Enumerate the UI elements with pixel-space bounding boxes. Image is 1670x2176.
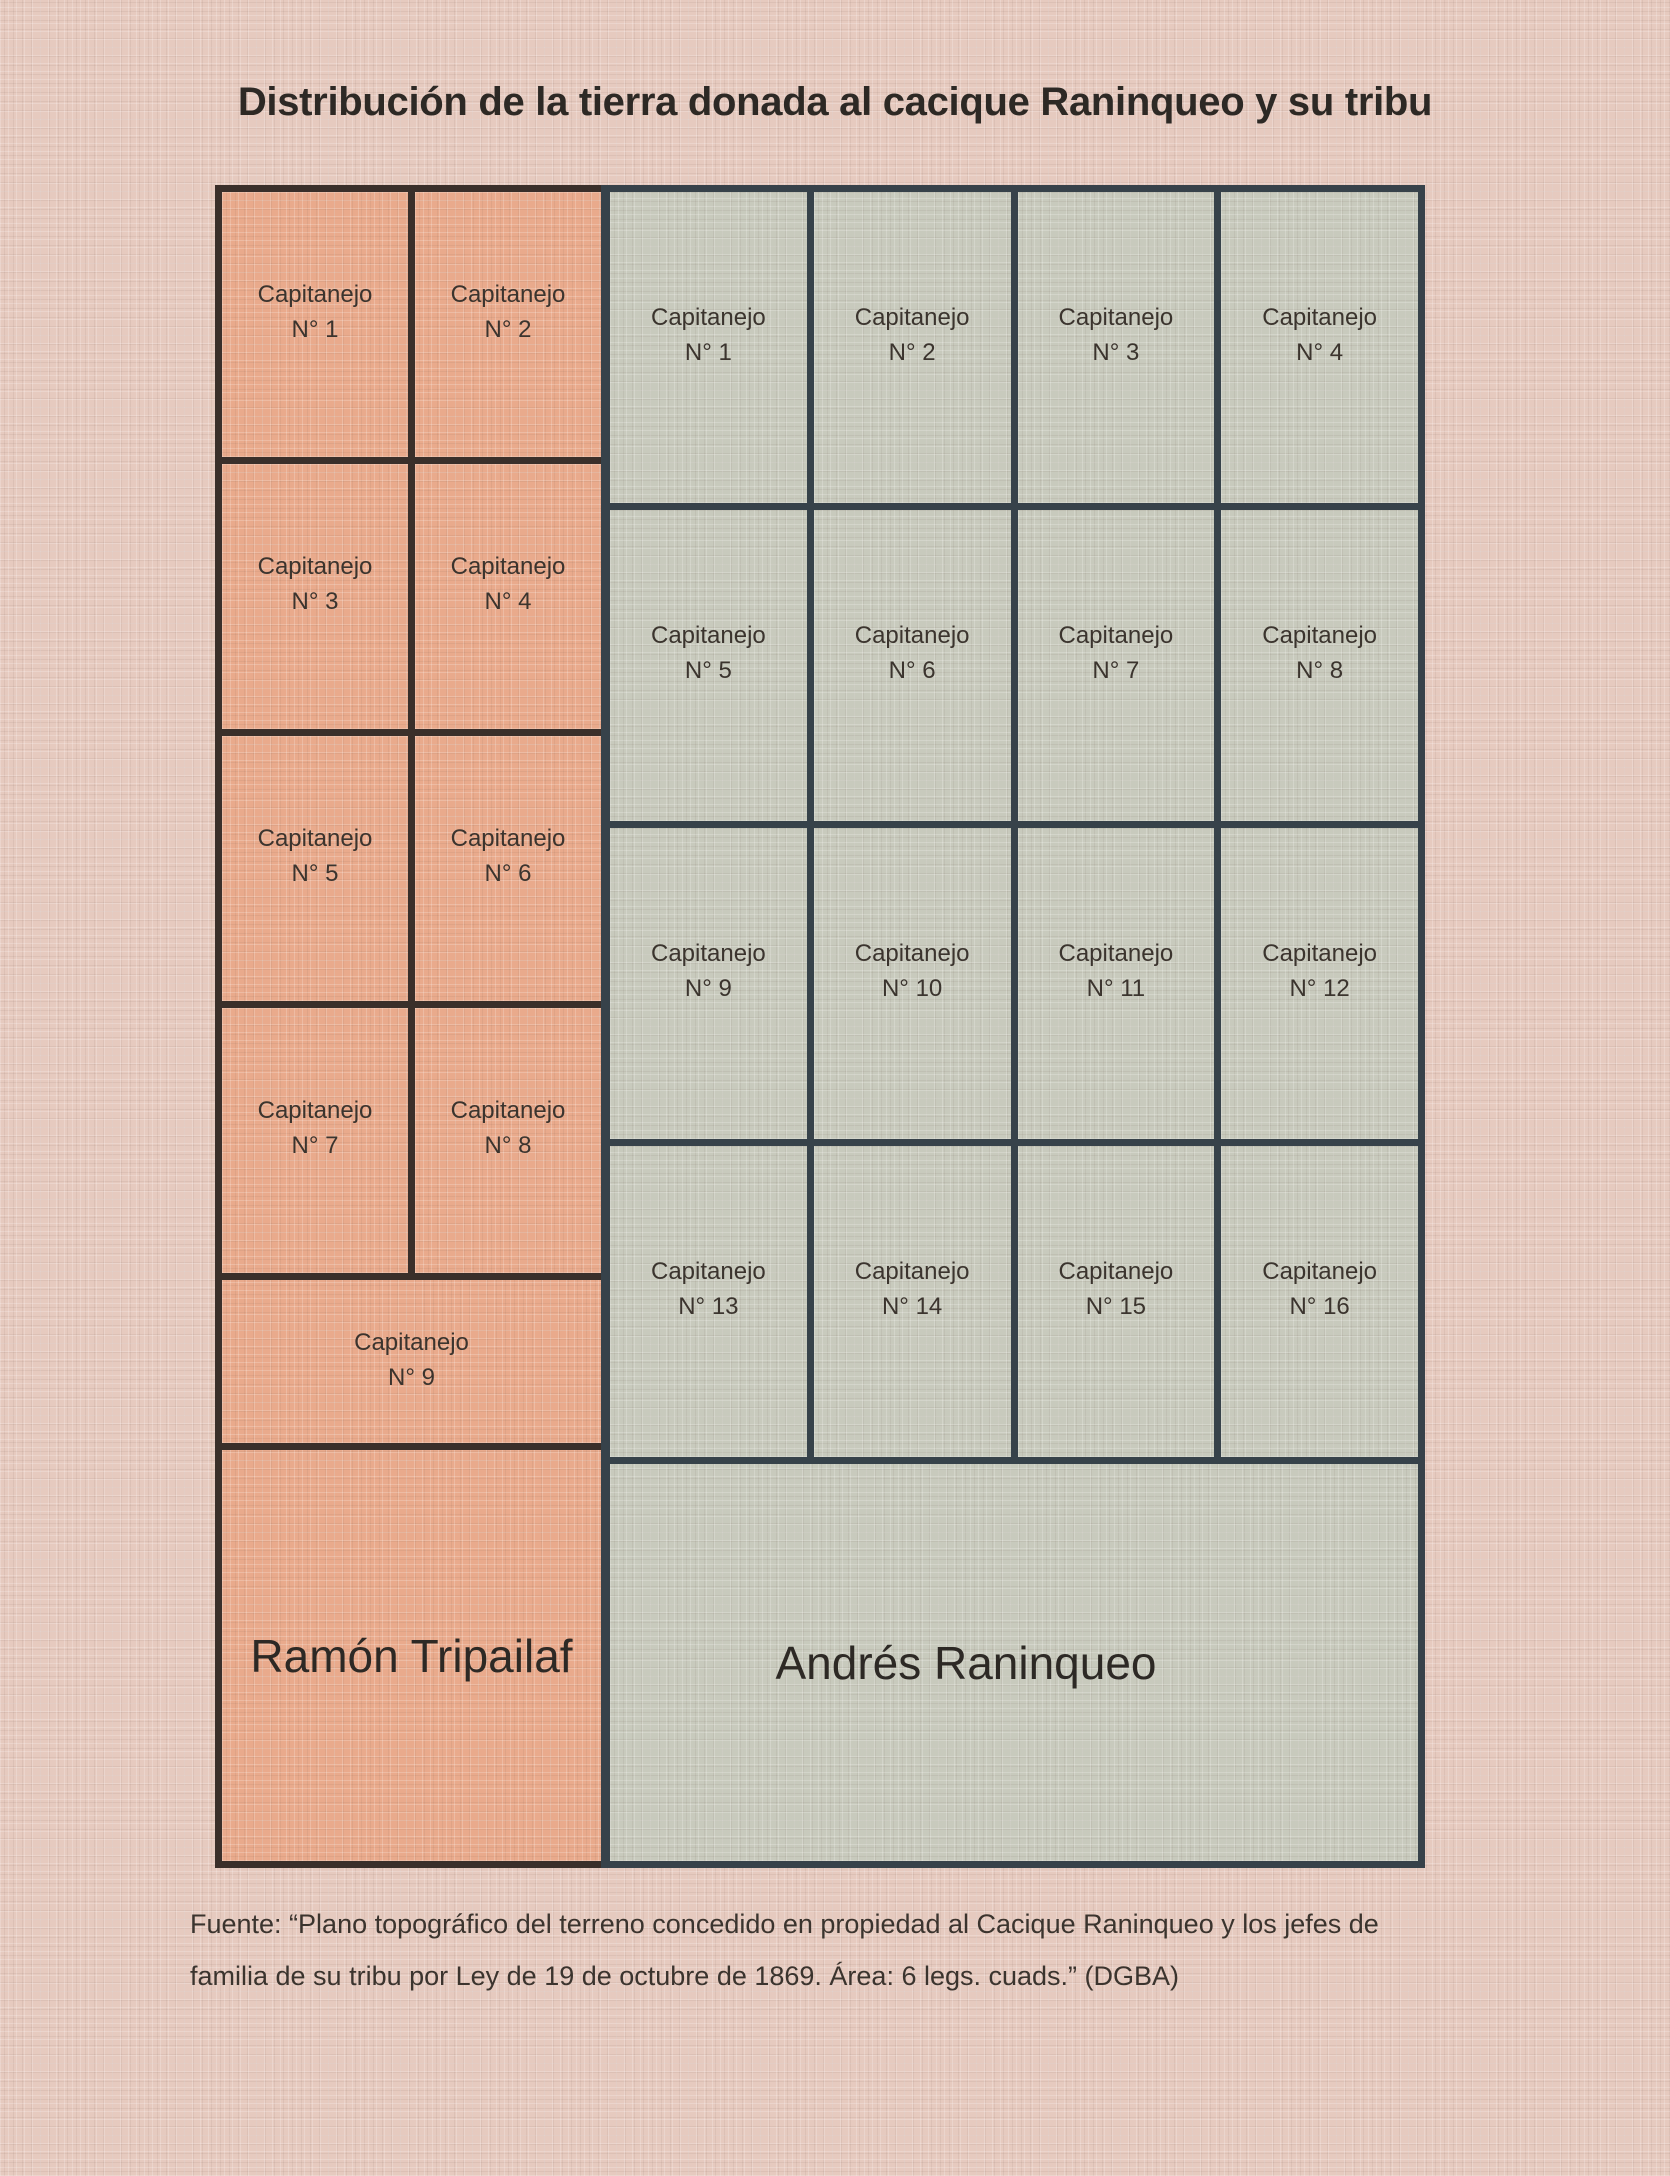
plot-name: Capitanejo: [1058, 621, 1174, 649]
plot-number: N° 6: [484, 859, 532, 887]
plot-name: Capitanejo: [854, 303, 970, 331]
plot-name: Capitanejo: [257, 1096, 373, 1124]
plot-right-capitanejo-11: Capitanejo N° 11: [1017, 828, 1215, 1139]
plot-left-capitanejo-2: Capitanejo N° 2: [415, 192, 601, 457]
plot-name: Capitanejo: [651, 1257, 766, 1285]
plot-number: N° 1: [684, 338, 732, 366]
source-caption: Fuente: “Plano topográfico del terreno c…: [190, 1898, 1520, 2002]
plot-number: N° 15: [1085, 1292, 1147, 1320]
plot-name: Capitanejo: [1262, 303, 1377, 331]
plot-name: Capitanejo: [354, 1328, 469, 1356]
plot-number: N° 9: [684, 974, 732, 1002]
plot-left-capitanejo-1: Capitanejo N° 1: [222, 192, 408, 457]
plot-left-capitanejo-8: Capitanejo N° 8: [415, 1008, 601, 1273]
plot-number: N° 6: [888, 656, 936, 684]
plot-number: N° 5: [684, 656, 732, 684]
plot-right-capitanejo-4: Capitanejo N° 4: [1221, 192, 1418, 503]
plot-number: N° 3: [1092, 338, 1140, 366]
plot-name: Capitanejo: [854, 621, 970, 649]
plot-number: N° 10: [881, 974, 943, 1002]
plot-name: Capitanejo: [1058, 939, 1174, 967]
plot-right-capitanejo-5: Capitanejo N° 5: [610, 510, 807, 821]
plot-name: Capitanejo: [1058, 1257, 1174, 1285]
caption-line-1: Fuente: “Plano topográfico del terreno c…: [190, 1909, 1379, 1939]
plot-number: N° 2: [484, 315, 532, 343]
plot-right-capitanejo-10: Capitanejo N° 10: [813, 828, 1011, 1139]
plot-name: Capitanejo: [651, 621, 766, 649]
plot-name: Capitanejo: [1262, 939, 1377, 967]
plot-name: Capitanejo: [450, 280, 566, 308]
plot-number: N° 14: [881, 1292, 943, 1320]
plot-left-capitanejo-4: Capitanejo N° 4: [415, 464, 601, 729]
plot-name: Capitanejo: [257, 552, 373, 580]
plot-number: N° 16: [1289, 1292, 1350, 1320]
plot-name: Capitanejo: [257, 824, 373, 852]
tripailaf-section: Capitanejo N° 1 Capitanejo N° 2 Capitane…: [215, 185, 601, 1868]
plot-left-capitanejo-3: Capitanejo N° 3: [222, 464, 408, 729]
plot-right-capitanejo-1: Capitanejo N° 1: [610, 192, 807, 503]
plot-right-capitanejo-7: Capitanejo N° 7: [1017, 510, 1215, 821]
plot-number: N° 4: [484, 587, 532, 615]
plot-number: N° 1: [291, 315, 339, 343]
plot-left-capitanejo-7: Capitanejo N° 7: [222, 1008, 408, 1273]
plot-right-capitanejo-15: Capitanejo N° 15: [1017, 1146, 1215, 1457]
owner-name: Ramón Tripailaf: [250, 1629, 573, 1682]
plot-right-capitanejo-9: Capitanejo N° 9: [610, 828, 807, 1139]
diagram-title: Distribución de la tierra donada al caci…: [237, 80, 1433, 124]
plot-number: N° 5: [291, 859, 339, 887]
plot-right-capitanejo-6: Capitanejo N° 6: [813, 510, 1011, 821]
plot-left-capitanejo-5: Capitanejo N° 5: [222, 736, 408, 1001]
owner-name: Andrés Raninqueo: [775, 1636, 1157, 1689]
plot-owner-andres-raninqueo: Andrés Raninqueo: [610, 1464, 1418, 1861]
plot-right-capitanejo-8: Capitanejo N° 8: [1221, 510, 1418, 821]
plot-name: Capitanejo: [651, 939, 766, 967]
plot-right-capitanejo-14: Capitanejo N° 14: [813, 1146, 1011, 1457]
plot-number: N° 4: [1296, 338, 1344, 366]
plot-owner-ramon-tripailaf: Ramón Tripailaf: [222, 1450, 601, 1861]
plot-number: N° 2: [888, 338, 936, 366]
plot-name: Capitanejo: [1262, 621, 1377, 649]
plot-right-capitanejo-13: Capitanejo N° 13: [610, 1146, 807, 1457]
plot-right-capitanejo-3: Capitanejo N° 3: [1017, 192, 1215, 503]
plot-name: Capitanejo: [854, 1257, 970, 1285]
plot-number: N° 3: [291, 587, 339, 615]
plot-right-capitanejo-12: Capitanejo N° 12: [1221, 828, 1418, 1139]
plot-number: N° 12: [1289, 974, 1350, 1002]
plot-number: N° 9: [388, 1363, 435, 1391]
caption-line-2: familia de su tribu por Ley de 19 de oct…: [190, 1961, 1180, 1991]
plot-name: Capitanejo: [651, 303, 766, 331]
plot-name: Capitanejo: [1058, 303, 1174, 331]
plot-name: Capitanejo: [450, 824, 566, 852]
plot-right-capitanejo-16: Capitanejo N° 16: [1221, 1146, 1418, 1457]
plot-right-capitanejo-2: Capitanejo N° 2: [813, 192, 1011, 503]
plot-number: N° 7: [1092, 656, 1140, 684]
plot-name: Capitanejo: [854, 939, 970, 967]
plot-name: Capitanejo: [450, 552, 566, 580]
plot-left-capitanejo-9: Capitanejo N° 9: [222, 1280, 601, 1443]
raninqueo-section: Capitanejo N° 1 Capitanejo N° 2 Capitane…: [601, 185, 1425, 1868]
plot-name: Capitanejo: [1262, 1257, 1377, 1285]
plot-number: N° 8: [484, 1131, 532, 1159]
plot-left-capitanejo-6: Capitanejo N° 6: [415, 736, 601, 1001]
plot-number: N° 8: [1296, 656, 1344, 684]
plot-number: N° 7: [291, 1131, 339, 1159]
plot-number: N° 11: [1086, 974, 1146, 1002]
plot-number: N° 13: [678, 1292, 739, 1320]
plot-name: Capitanejo: [257, 280, 373, 308]
plot-name: Capitanejo: [450, 1096, 566, 1124]
